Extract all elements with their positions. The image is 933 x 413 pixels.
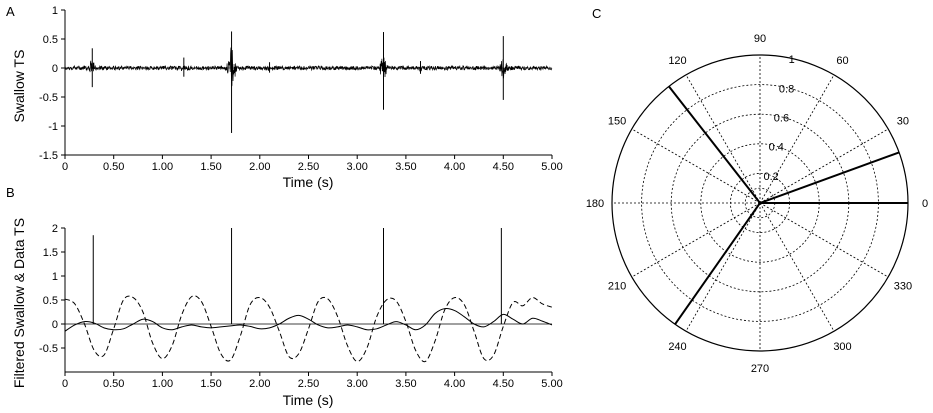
panel-c-angle-label: 30 bbox=[897, 116, 909, 128]
panel-c-angle-label: 240 bbox=[668, 341, 686, 353]
panel-b-x-tick-label: 2.00 bbox=[249, 378, 270, 390]
panel-a-x-tick-label: 4.50 bbox=[493, 161, 514, 173]
panel-c-grid-spoke bbox=[759, 128, 889, 204]
panel-b-plot bbox=[64, 228, 553, 363]
panel-a-x-tick-label: 5.00 bbox=[541, 161, 562, 173]
panel-b-x-tick-label: 4.50 bbox=[493, 378, 514, 390]
panel-c-angle-label: 180 bbox=[586, 198, 604, 210]
panel-c-angle-label: 150 bbox=[608, 116, 626, 128]
panel-b-x-tick-label: 0 bbox=[62, 378, 68, 390]
panel-a-x-tick-label: 1.00 bbox=[152, 161, 173, 173]
panel-c: C 03060901201501802102402703003300.20.40… bbox=[586, 6, 928, 375]
panel-c-radius-label: 0.6 bbox=[774, 113, 789, 125]
panel-b-y-tick-label: -0.5 bbox=[39, 343, 58, 355]
panel-b-series-dashed bbox=[64, 295, 553, 363]
panel-c-grid-spoke bbox=[685, 202, 761, 332]
panel-b-x-axis-label: Time (s) bbox=[283, 392, 334, 408]
panel-a-y-tick-label: 1 bbox=[52, 5, 58, 17]
panel-a-x-axis-label: Time (s) bbox=[283, 174, 334, 190]
panel-c-radius-label: 0.8 bbox=[779, 83, 794, 95]
panel-a-x-tick-label: 2.00 bbox=[249, 161, 270, 173]
panel-c-grid-spoke bbox=[631, 128, 761, 204]
panel-c-angle-label: 0 bbox=[922, 198, 928, 210]
panel-b-y-tick-label: 0.5 bbox=[43, 295, 58, 307]
panel-c-angle-label: 60 bbox=[836, 55, 848, 67]
panel-a-x-tick-label: 0.50 bbox=[103, 161, 124, 173]
panel-b-y-tick-label: 1.5 bbox=[43, 247, 58, 259]
panel-c-angle-label: 210 bbox=[608, 281, 626, 293]
panel-b-series-solid bbox=[64, 308, 553, 332]
panel-a-x-tick-label: 0 bbox=[62, 161, 68, 173]
panel-c-grid-spoke bbox=[759, 202, 889, 278]
panel-a-y-tick-label: 0.5 bbox=[43, 34, 58, 46]
panel-c-grid-spoke bbox=[685, 74, 761, 204]
panel-b-x-tick-label: 5.00 bbox=[541, 378, 562, 390]
panel-c-phase-vector bbox=[674, 202, 761, 325]
panel-a-x-tick-label: 1.50 bbox=[200, 161, 221, 173]
panel-c-angle-label: 120 bbox=[668, 55, 686, 67]
panel-a-y-tick-label: -0.5 bbox=[39, 92, 58, 104]
panel-a-y-tick-label: -1 bbox=[48, 121, 58, 133]
panel-a-letter: A bbox=[6, 4, 15, 19]
panel-c-phase-vector bbox=[668, 85, 761, 204]
panel-c-angle-label: 330 bbox=[894, 281, 912, 293]
panel-c-vectors bbox=[668, 85, 908, 325]
panel-b-y-axis-label: Filtered Swallow & Data TS bbox=[11, 218, 27, 388]
panel-a-y-axis-label: Swallow TS bbox=[11, 50, 27, 123]
panel-c-angle-label: 90 bbox=[754, 33, 766, 45]
panel-b-axes: 0 0.50 1.00 1.50 2.00 2.50 3.00 3.50 4.00 4.50 5.0… bbox=[39, 223, 563, 390]
panel-b-x-tick-label: 2.50 bbox=[298, 378, 319, 390]
panel-c-phase-vector bbox=[759, 151, 900, 204]
panel-b-y-tick-label: 0 bbox=[52, 319, 58, 331]
panel-c-radius-label: 0.2 bbox=[763, 171, 778, 183]
panel-b: B Filtered Swallow & Data TS Time (s) 0 0… bbox=[6, 185, 563, 408]
panel-a-x-tick-label: 3.50 bbox=[395, 161, 416, 173]
panel-a-signal-line bbox=[64, 47, 553, 87]
panel-b-x-tick-label: 0.50 bbox=[103, 378, 124, 390]
panel-c-radius-label: 0.4 bbox=[769, 142, 784, 154]
panel-a-x-tick-label: 4.00 bbox=[444, 161, 465, 173]
panel-b-y-tick-label: 1 bbox=[52, 271, 58, 283]
panel-c-radius-label: 1 bbox=[789, 54, 795, 66]
panel-a-x-tick-label: 2.50 bbox=[298, 161, 319, 173]
panel-b-y-tick-label: 2 bbox=[52, 223, 58, 235]
panel-c-letter: C bbox=[592, 6, 601, 21]
panel-b-x-tick-label: 3.00 bbox=[346, 378, 367, 390]
panel-a: A Swallow TS Time (s) 0 0.50 1.00 1.50 2.00 2… bbox=[6, 4, 563, 190]
panel-a-x-tick-label: 3.00 bbox=[346, 161, 367, 173]
panel-b-x-tick-label: 1.50 bbox=[200, 378, 221, 390]
panel-b-x-tick-label: 1.00 bbox=[152, 378, 173, 390]
panel-c-angle-label: 300 bbox=[833, 341, 851, 353]
panel-b-x-tick-label: 3.50 bbox=[395, 378, 416, 390]
panel-c-grid-spoke bbox=[759, 74, 835, 204]
panel-c-grid-spoke bbox=[631, 202, 761, 278]
panel-c-labels: 0 30 60 90 120 150 180 210 240 270 300 330 0.2 0.4 0.6… bbox=[586, 33, 928, 375]
panel-b-x-tick-label: 4.00 bbox=[444, 378, 465, 390]
panel-a-y-tick-label: 0 bbox=[52, 63, 58, 75]
panel-b-letter: B bbox=[6, 185, 15, 200]
panel-a-y-tick-label: -1.5 bbox=[39, 150, 58, 162]
panel-c-grid-spoke bbox=[759, 202, 835, 332]
panel-a-axes: 0 0.50 1.00 1.50 2.00 2.50 3.00 3.50 4.00 4.50 5.0… bbox=[39, 5, 563, 173]
panel-c-angle-label: 270 bbox=[751, 363, 769, 375]
panel-a-plot bbox=[64, 31, 553, 133]
